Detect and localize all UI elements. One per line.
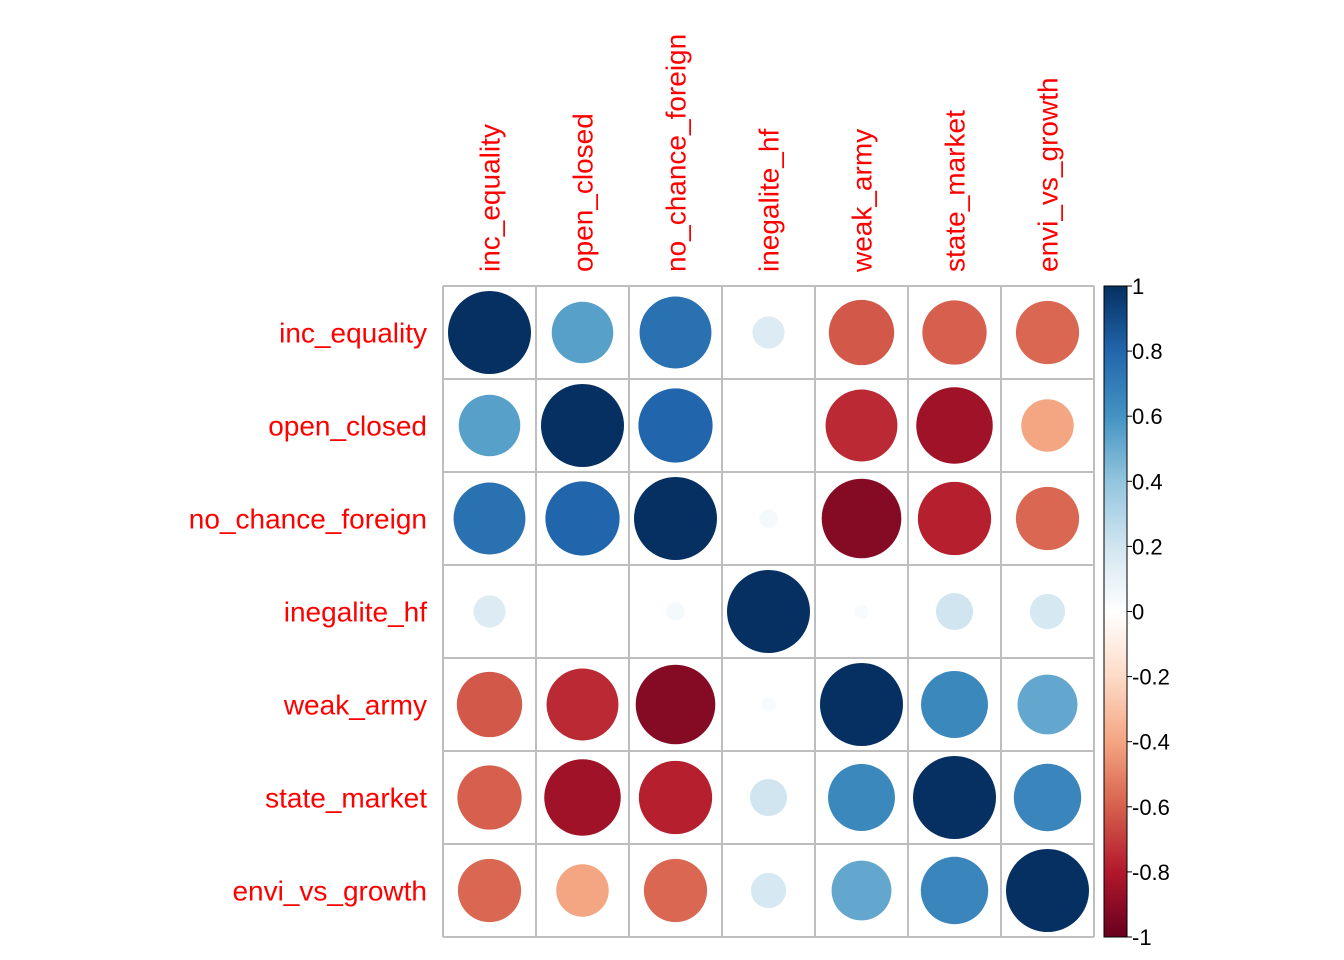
corr-circle-state_market-no_chance_foreign [638,760,713,835]
colorbar-gradient [1104,286,1127,937]
color-legend: 1 0.8 0.6 0.4 0.2 0 -0.2 -0.4 -0.6 -0.8 -1 [1103,274,1170,950]
corr-circle-state_market-inc_equality [457,765,522,830]
corr-circle-state_market-open_closed [544,759,621,836]
corr-circle-weak_army-open_closed [546,668,619,741]
corr-circle-weak_army-inegalite_hf [761,697,776,712]
colorbar-tick-label: 0.8 [1132,339,1163,364]
corr-circle-open_closed-state_market [916,387,993,464]
corr-circle-inc_equality-state_market [922,300,987,365]
corr-circle-envi_vs_growth-inc_equality [457,858,522,923]
colorbar-tick-label: 0.6 [1132,404,1163,429]
corr-circle-state_market-weak_army [828,764,895,831]
colorbar-tick-label: -1 [1132,925,1152,950]
corr-circle-open_closed-inc_equality [458,394,521,457]
row-label-envi_vs_growth: envi_vs_growth [232,876,427,907]
corr-circle-no_chance_foreign-inegalite_hf [759,509,778,528]
corr-circle-envi_vs_growth-no_chance_foreign [643,858,708,923]
row-label-state_market: state_market [265,783,427,814]
col-label-envi_vs_growth: envi_vs_growth [1033,77,1064,272]
corr-circle-inegalite_hf-inegalite_hf [727,570,810,653]
corr-circle-open_closed-open_closed [541,384,624,467]
corr-circle-weak_army-inc_equality [456,671,523,738]
correlation-circles [448,291,1089,932]
corr-circle-envi_vs_growth-state_market [920,856,989,925]
corr-circle-inc_equality-inc_equality [448,291,531,374]
corr-circle-open_closed-envi_vs_growth [1021,399,1074,452]
grid [442,285,1095,938]
corr-circle-inegalite_hf-envi_vs_growth [1029,593,1066,630]
corr-circle-envi_vs_growth-open_closed [556,864,609,917]
corr-circle-weak_army-envi_vs_growth [1017,674,1078,735]
corr-circle-no_chance_foreign-inc_equality [453,482,526,555]
colorbar-tick-label: 0.4 [1132,469,1163,494]
col-label-state_market: state_market [940,110,971,272]
corr-circle-weak_army-state_market [921,671,988,738]
colorbar-tick-label: 1 [1132,274,1144,299]
colorbar-tick-label: -0.4 [1132,730,1170,755]
corr-circle-state_market-inegalite_hf [749,778,788,817]
row-label-weak_army: weak_army [283,690,427,721]
corr-circle-no_chance_foreign-envi_vs_growth [1015,486,1080,551]
corr-circle-inegalite_hf-weak_army [854,604,869,619]
col-label-no_chance_foreign: no_chance_foreign [661,34,692,272]
corr-circle-no_chance_foreign-open_closed [545,481,620,556]
colorbar-tick-label: 0.2 [1132,534,1163,559]
corr-circle-state_market-envi_vs_growth [1013,763,1082,832]
column-labels: inc_equality open_closed no_chance_foreign… [475,34,1064,273]
corr-circle-inc_equality-open_closed [551,301,614,364]
row-labels: inc_equality open_closed no_chance_foreign… [189,318,427,907]
col-label-weak_army: weak_army [847,129,878,273]
colorbar-tick-label: 0 [1132,600,1144,625]
col-label-open_closed: open_closed [568,113,599,272]
corr-circle-no_chance_foreign-no_chance_foreign [634,477,717,560]
corr-circle-inegalite_hf-state_market [935,592,974,631]
corr-circle-inc_equality-no_chance_foreign [639,296,712,369]
col-label-inc_equality: inc_equality [475,124,506,272]
colorbar-tick-label: -0.6 [1132,795,1170,820]
corr-circle-no_chance_foreign-state_market [917,481,992,556]
row-label-inc_equality: inc_equality [279,318,427,349]
corr-circle-inc_equality-inegalite_hf [752,316,785,349]
corr-circle-envi_vs_growth-weak_army [831,860,892,921]
corr-circle-weak_army-weak_army [820,663,903,746]
colorbar-tick-label: -0.2 [1132,665,1170,690]
corr-circle-state_market-state_market [913,756,996,839]
corr-circle-envi_vs_growth-envi_vs_growth [1006,849,1089,932]
corr-circle-inc_equality-envi_vs_growth [1015,300,1080,365]
corr-circle-envi_vs_growth-inegalite_hf [750,872,787,909]
corr-circle-open_closed-weak_army [825,389,898,462]
corr-circle-inegalite_hf-no_chance_foreign [666,602,685,621]
corr-circle-inc_equality-weak_army [828,299,895,366]
colorbar-tick-label: -0.8 [1132,860,1170,885]
corr-circle-no_chance_foreign-weak_army [821,478,902,559]
col-label-inegalite_hf: inegalite_hf [754,129,785,272]
corr-circle-inegalite_hf-inc_equality [473,595,506,628]
row-label-no_chance_foreign: no_chance_foreign [189,504,427,535]
row-label-open_closed: open_closed [268,411,427,442]
corr-circle-weak_army-no_chance_foreign [635,664,716,745]
row-label-inegalite_hf: inegalite_hf [284,597,427,628]
corr-circle-open_closed-no_chance_foreign [638,388,713,463]
